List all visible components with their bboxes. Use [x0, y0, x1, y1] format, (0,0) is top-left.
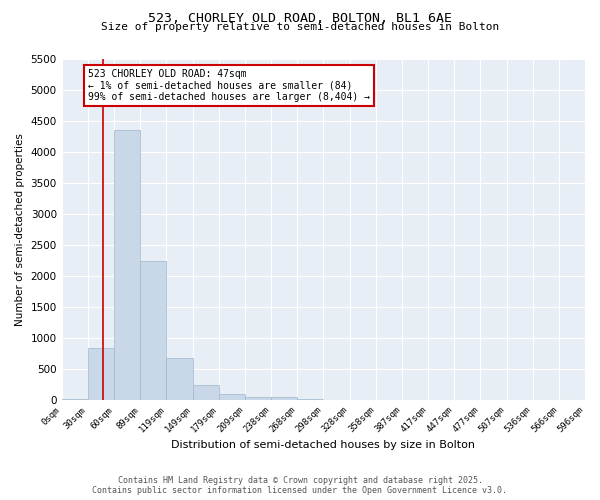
- Bar: [88, 348, 114, 401]
- Bar: [218, 394, 245, 400]
- Text: 523, CHORLEY OLD ROAD, BOLTON, BL1 6AE: 523, CHORLEY OLD ROAD, BOLTON, BL1 6AE: [148, 12, 452, 26]
- X-axis label: Distribution of semi-detached houses by size in Bolton: Distribution of semi-detached houses by …: [172, 440, 475, 450]
- Text: Size of property relative to semi-detached houses in Bolton: Size of property relative to semi-detach…: [101, 22, 499, 32]
- Bar: [114, 130, 140, 400]
- Bar: [166, 358, 193, 401]
- Bar: [62, 398, 88, 400]
- Bar: [297, 398, 323, 400]
- Text: 523 CHORLEY OLD ROAD: 47sqm
← 1% of semi-detached houses are smaller (84)
99% of: 523 CHORLEY OLD ROAD: 47sqm ← 1% of semi…: [88, 69, 370, 102]
- Bar: [193, 385, 218, 400]
- Bar: [271, 398, 297, 400]
- Y-axis label: Number of semi-detached properties: Number of semi-detached properties: [15, 134, 25, 326]
- Bar: [140, 260, 166, 400]
- Bar: [245, 396, 271, 400]
- Text: Contains HM Land Registry data © Crown copyright and database right 2025.
Contai: Contains HM Land Registry data © Crown c…: [92, 476, 508, 495]
